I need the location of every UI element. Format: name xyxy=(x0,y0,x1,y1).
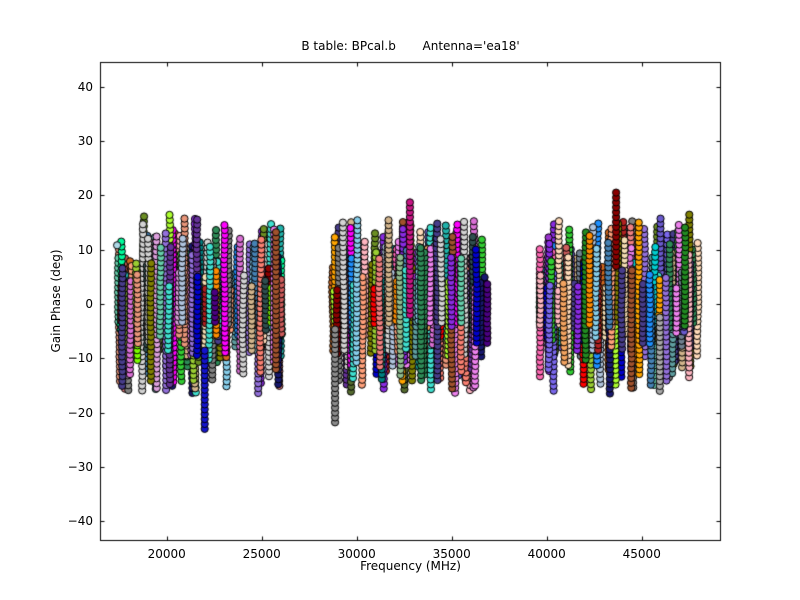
plot-title: B table: BPcal.b Antenna='ea18' xyxy=(301,39,520,53)
y-tick-label: −40 xyxy=(67,514,93,529)
x-tick-label: 30000 xyxy=(337,547,376,561)
x-tick-label: 25000 xyxy=(242,547,281,561)
y-tick-label: 30 xyxy=(77,134,93,149)
x-tick-label: 20000 xyxy=(147,547,186,561)
y-tick-label: 0 xyxy=(85,296,93,311)
x-tick-label: 40000 xyxy=(527,547,566,561)
y-tick-label: −30 xyxy=(67,459,93,474)
y-tick-label: −10 xyxy=(67,351,93,366)
y-axis-label: Gain Phase (deg) xyxy=(49,249,63,353)
y-tick-label: 10 xyxy=(77,242,93,257)
y-tick-label: 20 xyxy=(77,188,93,203)
x-tick-label: 45000 xyxy=(622,547,661,561)
y-tick-label: −20 xyxy=(67,405,93,420)
x-axis-label: Frequency (MHz) xyxy=(360,559,461,573)
y-tick-label: 40 xyxy=(77,79,93,94)
x-tick-label: 35000 xyxy=(432,547,471,561)
